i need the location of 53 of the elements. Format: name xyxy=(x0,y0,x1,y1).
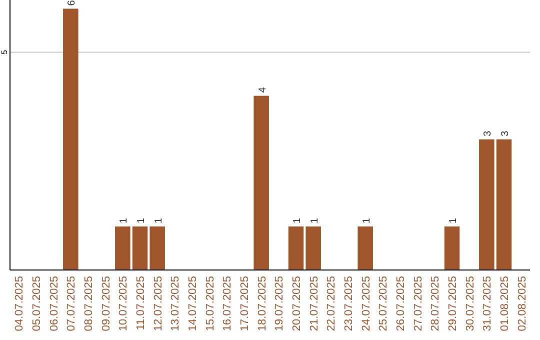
x-tick-label: 12.07.2025 xyxy=(152,276,164,332)
bar xyxy=(496,139,512,270)
x-tick-label: 15.07.2025 xyxy=(204,276,216,332)
data-label: 1 xyxy=(292,217,303,224)
bar xyxy=(254,96,269,270)
x-tick-label: 30.07.2025 xyxy=(464,276,476,332)
x-tick-label: 23.07.2025 xyxy=(343,276,355,332)
bar xyxy=(132,226,148,270)
data-label: 1 xyxy=(361,217,372,224)
bar xyxy=(288,226,304,270)
x-tick-label: 04.07.2025 xyxy=(14,276,26,332)
x-tick-label: 28.07.2025 xyxy=(430,276,442,332)
x-tick-label: 07.07.2025 xyxy=(66,276,78,332)
data-label: 4 xyxy=(257,86,268,93)
data-label: 1 xyxy=(448,217,459,224)
x-tick-label: 02.08.2025 xyxy=(516,276,528,332)
bar xyxy=(444,226,460,270)
x-tick-label: 05.07.2025 xyxy=(31,276,43,332)
data-label: 1 xyxy=(118,217,130,224)
x-tick-label: 17.07.2025 xyxy=(239,276,251,332)
bar xyxy=(306,226,321,270)
x-tick-label: 26.07.2025 xyxy=(395,276,407,332)
x-tick-label: 14.07.2025 xyxy=(187,276,199,332)
x-tick-label: 21.07.2025 xyxy=(308,276,320,332)
x-tick-label: 27.07.2025 xyxy=(412,276,424,332)
x-tick-label: 25.07.2025 xyxy=(378,276,390,332)
x-tick-label: 22.07.2025 xyxy=(326,276,338,332)
x-tick-label: 24.07.2025 xyxy=(360,276,372,332)
x-tick-label: 18.07.2025 xyxy=(256,276,268,332)
x-tick-label: 19.07.2025 xyxy=(274,276,286,332)
data-label: 3 xyxy=(482,130,494,136)
y-tick-label: 5 xyxy=(0,49,9,54)
data-label: 6 xyxy=(66,0,78,6)
x-tick-label: 13.07.2025 xyxy=(170,276,182,332)
bar xyxy=(150,226,165,270)
data-label: 1 xyxy=(153,217,164,224)
x-tick-label: 29.07.2025 xyxy=(447,276,459,332)
x-tick-label: 16.07.2025 xyxy=(222,276,234,332)
bar xyxy=(358,226,373,270)
x-tick-label: 31.07.2025 xyxy=(482,276,494,332)
x-tick-label: 09.07.2025 xyxy=(100,276,112,332)
x-tick-label: 20.07.2025 xyxy=(291,276,303,332)
data-label: 3 xyxy=(500,130,511,136)
x-tick-label: 08.07.2025 xyxy=(83,276,95,332)
x-tick-label: 01.08.2025 xyxy=(499,276,511,332)
bar xyxy=(63,8,78,270)
bar xyxy=(115,226,130,270)
x-tick-label: 06.07.2025 xyxy=(48,276,60,332)
x-tick-label: 11.07.2025 xyxy=(135,276,147,330)
data-label: 1 xyxy=(309,217,320,224)
bar xyxy=(479,139,494,270)
x-tick-label: 10.07.2025 xyxy=(118,276,130,332)
data-label: 1 xyxy=(136,217,147,224)
